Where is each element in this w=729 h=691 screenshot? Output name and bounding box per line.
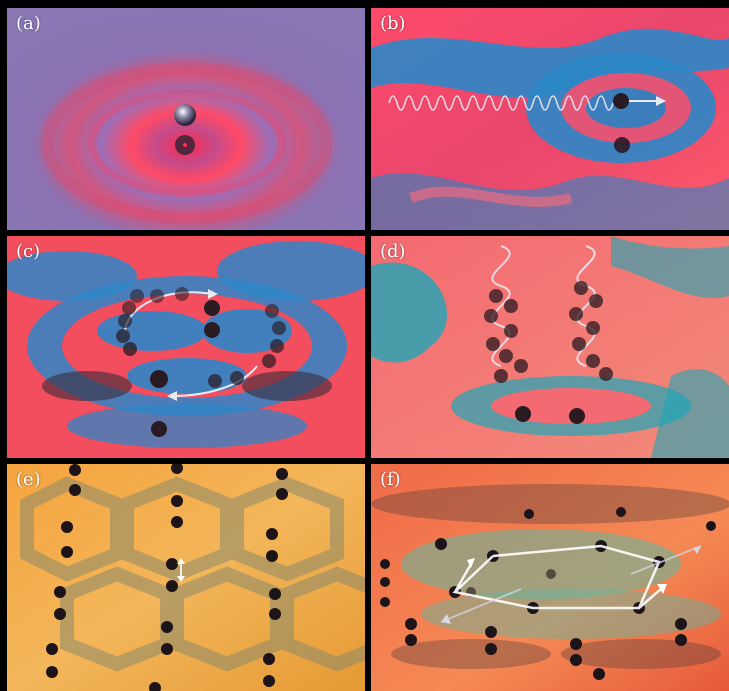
panel-b-label: (b) (380, 13, 406, 34)
panel-e-label: (e) (16, 469, 41, 490)
panel-f-label: (f) (380, 469, 401, 490)
panel-e-photo (7, 464, 365, 691)
walker-droplet (613, 93, 629, 109)
spring-trajectory (388, 95, 614, 111)
panel-f: (f) (371, 464, 729, 691)
panel-a: (a) (7, 8, 365, 230)
panel-d-photo (371, 236, 729, 458)
panel-a-label: (a) (16, 13, 41, 34)
lattice-arrows (452, 544, 662, 610)
panel-c: (c) (7, 236, 365, 458)
hex-pattern (20, 476, 365, 672)
droplet-trail (116, 287, 286, 437)
panel-e: (e) (7, 464, 365, 691)
walker-reflection (614, 137, 630, 153)
panel-b: (b) (371, 8, 729, 230)
helix-droplets (484, 281, 613, 424)
lattice-droplets (46, 464, 288, 691)
droplet (174, 104, 196, 126)
panel-d: (d) (371, 236, 729, 458)
panel-d-label: (d) (380, 241, 406, 262)
panel-a-photo (7, 8, 365, 230)
panel-c-photo (7, 236, 365, 458)
panel-f-photo (371, 464, 729, 691)
panel-c-label: (c) (16, 241, 41, 262)
panel-b-photo (371, 8, 729, 230)
lattice-droplets-f (380, 507, 716, 680)
